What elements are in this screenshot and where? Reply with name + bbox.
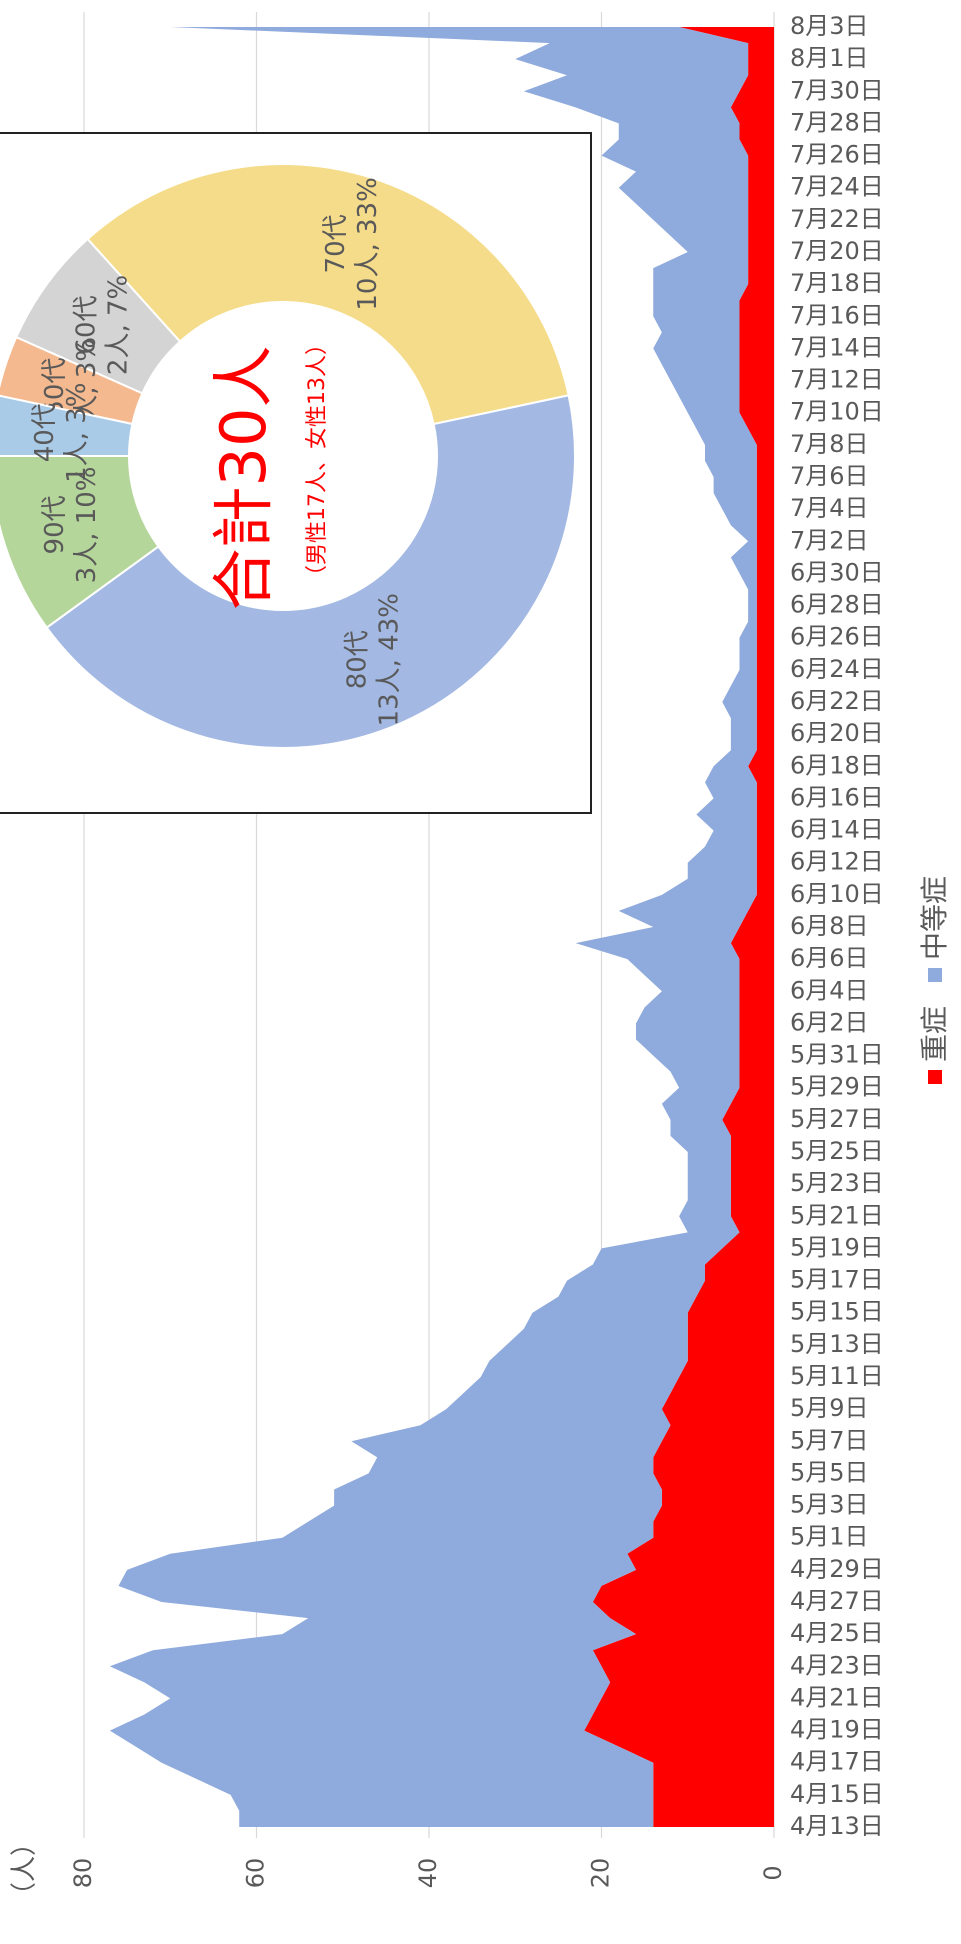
x-tick-label: 4月19日 xyxy=(790,1716,884,1744)
donut-slice xyxy=(86,163,570,426)
x-tick-label: 6月26日 xyxy=(790,623,884,651)
x-tick-label: 5月7日 xyxy=(790,1426,869,1454)
x-tick-label: 6月14日 xyxy=(790,816,884,844)
x-tick-label: 5月21日 xyxy=(790,1201,884,1229)
x-tick-label: 5月3日 xyxy=(790,1491,869,1519)
x-tick-label: 7月8日 xyxy=(790,430,869,458)
y-axis-label: （人） xyxy=(10,1830,40,1908)
slice-value-label: 13人, 43% xyxy=(374,593,404,726)
x-tick-label: 5月31日 xyxy=(790,1041,884,1069)
slice-value-label: 10人, 33% xyxy=(352,177,382,310)
x-tick-label: 5月19日 xyxy=(790,1233,884,1261)
x-tick-label: 4月13日 xyxy=(790,1812,884,1840)
slice-name: 80代 xyxy=(342,630,372,689)
slice-label: 60代2人, 7% xyxy=(71,275,133,375)
x-tick-label: 6月6日 xyxy=(790,944,869,972)
y-tick-label: 0 xyxy=(759,1865,787,1880)
x-tick-label: 7月10日 xyxy=(790,398,884,426)
donut-slice xyxy=(0,394,134,457)
y-tick-label: 60 xyxy=(242,1858,270,1889)
x-tick-label: 7月30日 xyxy=(790,76,884,104)
x-tick-label: 4月29日 xyxy=(790,1555,884,1583)
x-tick-label: 4月27日 xyxy=(790,1587,884,1615)
donut-slice xyxy=(45,394,576,749)
slice-label: 70代10人, 33% xyxy=(320,177,382,310)
x-tick-label: 6月28日 xyxy=(790,591,884,619)
x-tick-label: 8月1日 xyxy=(790,44,869,72)
x-tick-label: 6月8日 xyxy=(790,912,869,940)
area-series xyxy=(584,27,774,1827)
x-tick-label: 5月9日 xyxy=(790,1394,869,1422)
x-tick-label: 5月15日 xyxy=(790,1298,884,1326)
y-tick-label: 20 xyxy=(587,1858,615,1889)
x-tick-label: 7月26日 xyxy=(790,141,884,169)
slice-value-label: 3人, 10% xyxy=(71,466,101,583)
donut-subtitle: （男性17人、女性13人） xyxy=(305,333,330,587)
x-tick-label: 4月15日 xyxy=(790,1780,884,1808)
legend-swatch xyxy=(928,967,942,982)
x-tick-label: 6月24日 xyxy=(790,655,884,683)
x-tick-label: 5月5日 xyxy=(790,1458,869,1486)
x-tick-label: 7月2日 xyxy=(790,526,869,554)
x-tick-label: 7月18日 xyxy=(790,269,884,297)
x-tick-label: 5月11日 xyxy=(790,1362,884,1390)
x-tick-label: 6月12日 xyxy=(790,848,884,876)
slice-name: 40代 xyxy=(30,403,60,462)
y-tick-label: 80 xyxy=(69,1858,97,1889)
x-tick-label: 6月18日 xyxy=(790,751,884,779)
x-tick-label: 5月13日 xyxy=(790,1330,884,1358)
x-tick-label: 6月20日 xyxy=(790,719,884,747)
legend-label: 中等症 xyxy=(918,876,951,960)
inset: 90代3人, 10% 80代13人, 43% 70代10人, 33% 60代2人, 7… xyxy=(0,132,592,814)
x-tick-label: 5月27日 xyxy=(790,1105,884,1133)
slice-label: 40代1人, 3% xyxy=(30,383,92,483)
x-tick-label: 6月4日 xyxy=(790,976,869,1004)
y-tick-label: 40 xyxy=(414,1858,442,1889)
x-tick-label: 4月23日 xyxy=(790,1651,884,1679)
x-tick-label: 7月4日 xyxy=(790,494,869,522)
x-tick-label: 7月20日 xyxy=(790,237,884,265)
x-tick-label: 5月23日 xyxy=(790,1169,884,1197)
x-tick-label: 6月30日 xyxy=(790,558,884,586)
x-tick-label: 7月16日 xyxy=(790,301,884,329)
slice-name: 90代 xyxy=(39,495,69,554)
slice-label: 90代3人, 10% xyxy=(39,466,101,583)
slice-label: 80代13人, 43% xyxy=(342,593,404,726)
slice-name: 60代 xyxy=(71,295,101,354)
x-tick-label: 7月12日 xyxy=(790,366,884,394)
legend-swatch xyxy=(928,1070,942,1084)
donut-title: 合計30人 xyxy=(207,346,280,611)
x-tick-label: 7月6日 xyxy=(790,462,869,490)
x-tick-label: 7月22日 xyxy=(790,205,884,233)
slice-value-label: 1人, 3% xyxy=(62,383,92,483)
x-tick-label: 8月3日 xyxy=(790,12,869,40)
x-tick-label: 5月29日 xyxy=(790,1073,884,1101)
slice-value-label: 2人, 7% xyxy=(103,275,133,375)
x-tick-label: 5月25日 xyxy=(790,1137,884,1165)
x-tick-label: 5月17日 xyxy=(790,1266,884,1294)
x-tick-label: 4月25日 xyxy=(790,1619,884,1647)
area-series xyxy=(109,27,757,1827)
x-tick-label: 7月14日 xyxy=(790,333,884,361)
x-tick-label: 4月17日 xyxy=(790,1748,884,1776)
x-tick-label: 6月16日 xyxy=(790,783,884,811)
legend-label: 重症 xyxy=(918,1006,951,1062)
x-tick-label: 4月21日 xyxy=(790,1683,884,1711)
x-tick-label: 6月2日 xyxy=(790,1008,869,1036)
x-tick-label: 5月1日 xyxy=(790,1523,869,1551)
slice-name: 70代 xyxy=(320,214,350,273)
x-tick-label: 6月22日 xyxy=(790,687,884,715)
x-tick-label: 7月28日 xyxy=(790,108,884,136)
x-tick-label: 6月10日 xyxy=(790,880,884,908)
x-tick-label: 7月24日 xyxy=(790,173,884,201)
